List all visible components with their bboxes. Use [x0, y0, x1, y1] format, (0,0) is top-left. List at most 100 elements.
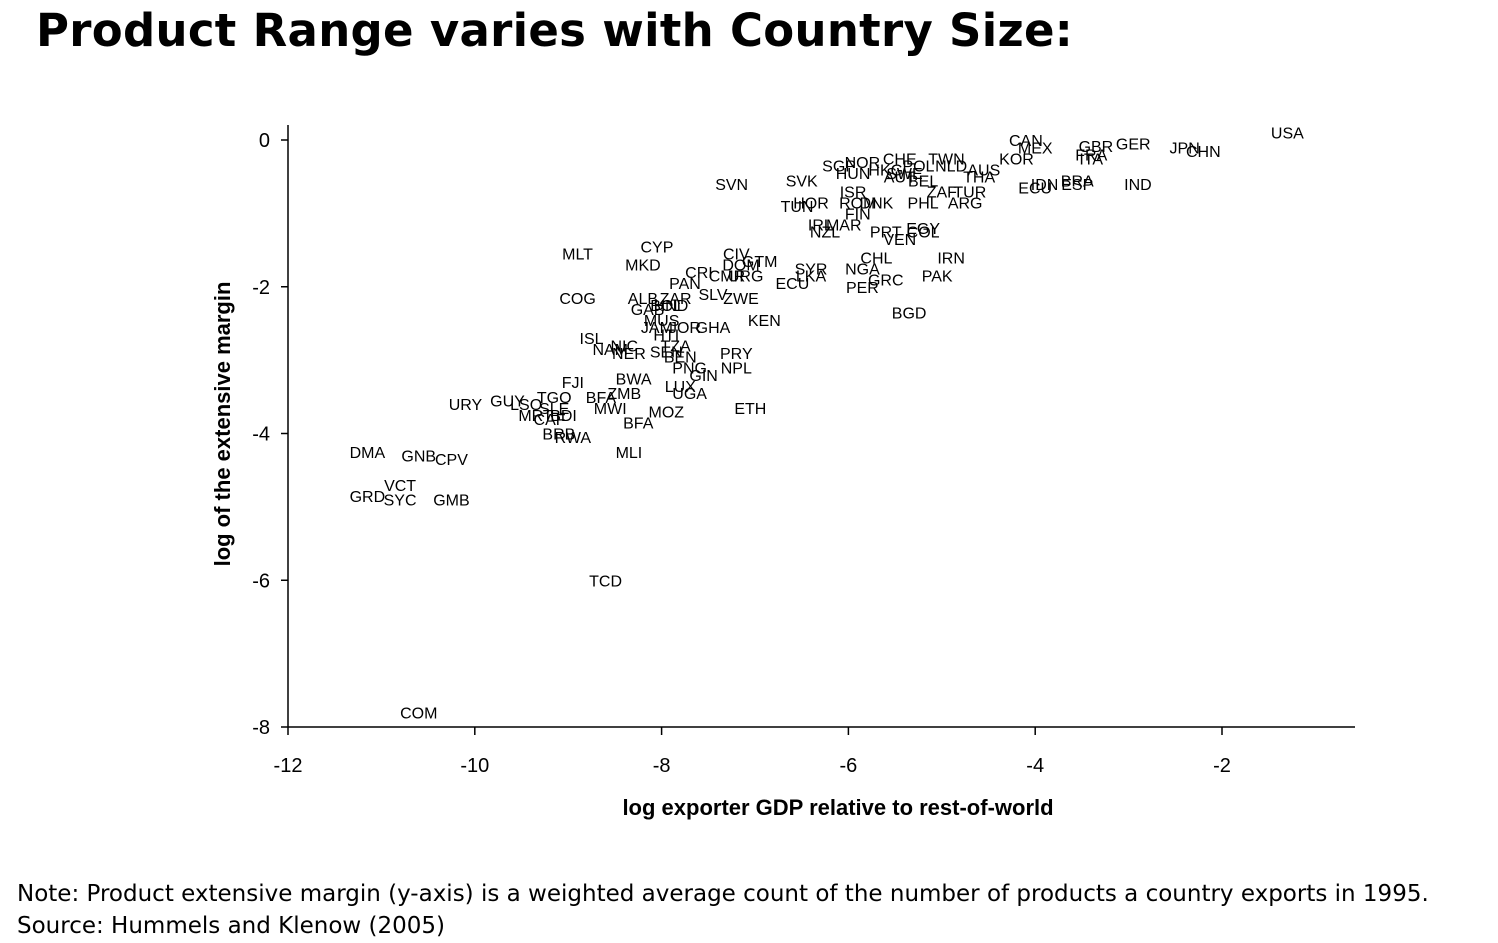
data-point-brb: BRB — [542, 427, 575, 444]
data-point-rwa: RWA — [555, 430, 592, 447]
data-point-grc: GRC — [868, 272, 904, 289]
data-point-caf: CAF — [534, 412, 566, 429]
data-point-mwi: MWI — [594, 401, 627, 418]
data-point-bra: BRA — [1061, 173, 1094, 190]
data-point-swe: SWE — [886, 166, 922, 183]
data-point-bgd: BGD — [892, 305, 927, 322]
data-point-svk: SVK — [786, 173, 818, 190]
data-point-rom: ROM — [839, 195, 876, 212]
data-point-grd: GRD — [350, 489, 386, 506]
data-point-nga: NGA — [845, 261, 880, 278]
data-point-moz: MOZ — [648, 404, 684, 421]
data-point-aus: AUS — [967, 162, 1000, 179]
data-point-mrt: MRT — [518, 408, 553, 425]
data-point-hti: HTI — [653, 327, 679, 344]
data-point-bel: BEL — [908, 173, 938, 190]
data-point-dma: DMA — [350, 445, 386, 462]
data-point-lso: LSO — [510, 397, 542, 414]
data-point-cmr: CMR — [709, 269, 745, 286]
x-tick-label: -8 — [653, 755, 671, 777]
data-point-nzl: NZL — [810, 225, 840, 242]
data-point-bfa: BFA — [623, 415, 654, 432]
data-point-ner: NER — [612, 346, 646, 363]
data-point-nic: NIC — [610, 338, 638, 355]
data-point-per: PER — [846, 280, 879, 297]
data-point-kor: KOR — [999, 151, 1034, 168]
data-point-idn: IDN — [1031, 177, 1059, 194]
x-tick-label: -12 — [274, 755, 303, 777]
data-point-cri: CRI — [685, 265, 713, 282]
data-point-bfa: BFA — [586, 390, 617, 407]
data-point-chn: CHN — [1186, 144, 1221, 161]
data-point-che: CHE — [883, 151, 917, 168]
data-point-irl: IRL — [808, 217, 833, 234]
data-point-uga: UGA — [672, 386, 707, 403]
data-point-hor: HOR — [793, 195, 829, 212]
data-point-gnb: GNB — [401, 449, 436, 466]
x-tick-label: -4 — [1026, 755, 1044, 777]
data-point-jor: JOR — [669, 320, 701, 337]
data-point-fji: FJI — [562, 375, 584, 392]
slide-title: Product Range varies with Country Size: — [36, 4, 1074, 57]
y-tick-label: -4 — [252, 424, 270, 446]
chart-axes: -12 -10 -8 -6 -4 -2 0 -2 -4 -6 -8 — [252, 125, 1355, 777]
data-point-tur: TUR — [953, 184, 986, 201]
data-point-lux: LUX — [665, 379, 696, 396]
data-point-arg: ARG — [948, 195, 983, 212]
data-point-tha: THA — [963, 170, 995, 187]
data-point-gin: GIN — [689, 368, 717, 385]
data-point-esp: ESP — [1061, 177, 1093, 194]
data-point-sgp: SGP — [822, 159, 856, 176]
x-tick-label: -2 — [1213, 755, 1231, 777]
data-point-hun: HUN — [836, 166, 871, 183]
data-point-eth: ETH — [734, 401, 766, 418]
data-point-cog: COG — [559, 291, 595, 308]
data-point-hnd: HND — [654, 298, 689, 315]
data-point-isr: ISR — [840, 184, 867, 201]
data-point-twn: TWN — [928, 151, 964, 168]
data-point-irn: IRN — [937, 250, 965, 267]
y-tick-label: -2 — [252, 277, 270, 299]
data-point-guy: GUY — [490, 393, 525, 410]
data-point-gha: GHA — [696, 320, 731, 337]
x-axis-label: log exporter GDP relative to rest-of-wor… — [622, 795, 1053, 820]
data-point-dnk: DNK — [860, 195, 894, 212]
data-point-nor: NOR — [845, 155, 881, 172]
data-point-egy: EGY — [906, 221, 940, 238]
data-point-zaf: ZAF — [927, 184, 957, 201]
data-point-pak: PAK — [922, 269, 953, 286]
data-point-zar: ZAR — [660, 291, 692, 308]
y-tick-label: -8 — [252, 717, 270, 739]
data-point-gtm: GTM — [742, 254, 778, 271]
data-point-tun: TUN — [781, 199, 814, 216]
data-point-syc: SYC — [384, 493, 417, 510]
y-tick-label: -6 — [252, 570, 270, 592]
data-point-lka: LKA — [796, 269, 827, 286]
data-point-mli: MLI — [616, 445, 643, 462]
data-point-ita: ITA — [1079, 151, 1103, 168]
data-point-svn: SVN — [715, 177, 748, 194]
data-point-sen: SEN — [650, 344, 683, 361]
x-tick-label: -10 — [460, 755, 489, 777]
data-point-isl: ISL — [580, 331, 604, 348]
note-text: Note: Product extensive margin (y-axis) … — [17, 881, 1429, 907]
data-point-tza: TZA — [661, 338, 692, 355]
data-point-urg: URG — [728, 269, 764, 286]
data-point-ury: URY — [449, 397, 483, 414]
data-point-ecu: ECU — [1018, 181, 1052, 198]
data-point-tgo: TGO — [537, 390, 572, 407]
data-point-ben: BEN — [664, 349, 697, 366]
data-point-ger: GER — [1116, 137, 1151, 154]
data-point-nam: NAM — [592, 342, 628, 359]
source-text: Source: Hummels and Klenow (2005) — [17, 913, 446, 939]
data-point-zwe: ZWE — [723, 291, 759, 308]
data-point-gbr: GBR — [1079, 139, 1114, 156]
data-point-ecu: ECU — [775, 276, 809, 293]
data-point-mar: MAR — [826, 217, 862, 234]
data-point-gab: GAB — [631, 302, 665, 319]
data-point-prt: PRT — [870, 225, 902, 242]
data-point-mus: MUS — [644, 313, 680, 330]
data-point-pry: PRY — [720, 346, 753, 363]
footnote: Note: Product extensive margin (y-axis) … — [17, 878, 1429, 942]
data-point-chl: CHL — [860, 250, 892, 267]
